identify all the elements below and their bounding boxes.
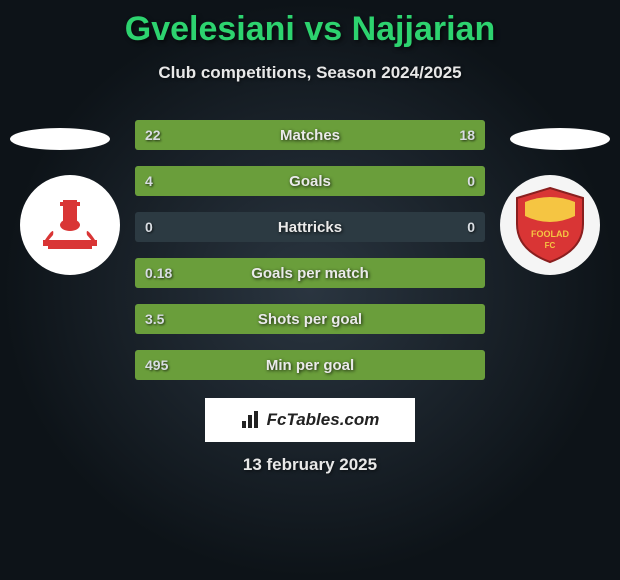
stat-row-hattricks: 0 Hattricks 0	[135, 212, 485, 242]
stat-row-goals-per-match: 0.18 Goals per match	[135, 258, 485, 288]
footer-date: 13 february 2025	[0, 455, 620, 475]
club-crest-left-icon	[35, 190, 105, 260]
stat-label: Min per goal	[135, 350, 485, 380]
stat-label: Goals per match	[135, 258, 485, 288]
page-title: Gvelesiani vs Najjarian	[0, 0, 620, 49]
stat-row-goals: 4 Goals 0	[135, 166, 485, 196]
title-player-left: Gvelesiani	[125, 10, 295, 48]
club-badge-right: FOOLAD FC	[500, 175, 600, 275]
club-crest-right-icon: FOOLAD FC	[507, 182, 593, 268]
fctables-link[interactable]: FcTables.com	[205, 398, 415, 442]
stat-label: Shots per goal	[135, 304, 485, 334]
subtitle: Club competitions, Season 2024/2025	[0, 63, 620, 83]
stat-row-matches: 22 Matches 18	[135, 120, 485, 150]
svg-text:FC: FC	[545, 241, 556, 250]
club-badge-left	[20, 175, 120, 275]
stat-label: Hattricks	[135, 212, 485, 242]
photo-placeholder-left	[10, 128, 110, 150]
stat-value-right: 0	[467, 212, 475, 242]
stat-value-right: 18	[459, 120, 475, 150]
title-player-right: Najjarian	[352, 10, 496, 48]
svg-text:FOOLAD: FOOLAD	[531, 229, 569, 239]
stat-row-shots-per-goal: 3.5 Shots per goal	[135, 304, 485, 334]
stat-label: Goals	[135, 166, 485, 196]
photo-placeholder-right	[510, 128, 610, 150]
stat-value-right: 0	[467, 166, 475, 196]
stat-label: Matches	[135, 120, 485, 150]
stat-row-min-per-goal: 495 Min per goal	[135, 350, 485, 380]
fctables-label: FcTables.com	[267, 410, 380, 430]
bar-chart-icon	[241, 411, 261, 429]
stats-comparison: 22 Matches 18 4 Goals 0 0 Hattricks 0 0.…	[135, 120, 485, 396]
title-vs: vs	[295, 10, 352, 48]
